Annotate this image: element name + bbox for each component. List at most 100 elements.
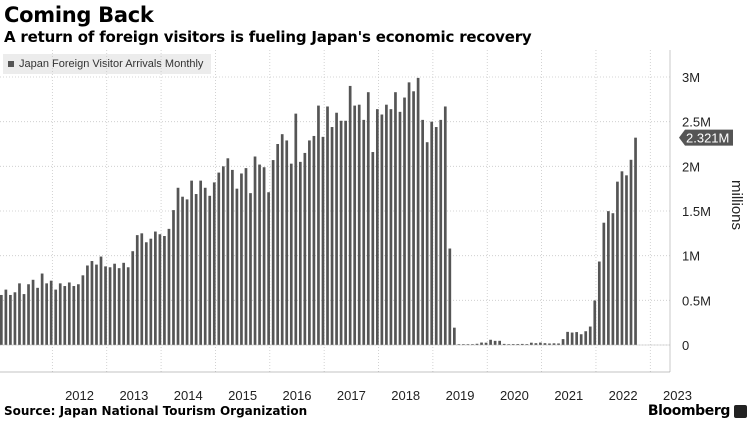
bar [607,211,610,345]
bar [570,332,574,345]
bar [457,344,461,345]
bar [448,248,452,345]
bar [271,160,275,345]
bar [520,343,524,345]
bar [602,222,606,345]
bar [81,275,85,345]
bar [212,182,216,345]
bar [158,234,162,345]
bar [430,121,434,345]
bar [489,339,492,345]
bar [620,171,624,345]
bar [534,343,538,345]
y-tick-label: 0 [682,338,689,353]
bar [348,85,352,346]
chart-title: Coming Back [4,3,154,27]
bar [380,114,384,346]
y-tick-label: 1.5M [682,204,711,219]
bar [443,106,447,345]
bar [140,233,144,345]
bar [203,187,207,345]
bar [54,289,58,345]
bar [176,187,180,345]
bar [471,344,474,345]
bar [611,213,615,345]
bar [543,343,547,345]
bar [181,196,184,345]
bar [49,280,53,345]
bar [31,279,35,345]
bar [154,231,157,345]
bar [172,210,175,345]
bar [90,261,94,345]
bar [344,120,347,346]
x-tick-label: 2012 [65,388,94,403]
bar [375,109,379,345]
bar [385,104,388,345]
bar [199,180,203,345]
bar [412,91,415,345]
x-tick-label: 2014 [174,388,203,403]
bar [539,342,542,345]
bar [357,104,361,345]
bar [625,175,628,345]
brand-logo: Bloomberg [647,403,731,419]
bar [298,161,302,345]
bar [493,340,497,345]
x-tick-label: 2016 [283,388,312,403]
brand-icon [734,405,747,418]
bar [40,273,44,345]
bar [240,173,243,345]
bar [135,235,139,345]
bar [144,242,148,345]
bar [217,172,221,345]
bar [167,228,171,345]
bar [13,292,17,345]
bar [117,268,121,345]
x-tick-label: 2017 [337,388,366,403]
bar [22,294,26,345]
bar [9,294,12,345]
bar [294,113,298,345]
legend: Japan Foreign Visitor Arrivals Monthly [3,54,212,74]
bar [18,283,21,345]
x-tick-label: 2022 [609,388,638,403]
bar [0,294,3,345]
bar [312,135,316,345]
bar [58,283,62,345]
bar [552,343,556,345]
y-tick-label: 2M [682,159,700,174]
bar [421,119,424,345]
x-tick-label: 2023 [663,388,692,403]
bar [285,140,289,345]
bar [561,339,565,345]
y-axis-label: millions [728,180,745,230]
bar [77,284,80,345]
bar [530,342,533,345]
y-tick-label: 0.5M [682,293,711,308]
bar [434,127,438,345]
bar [507,344,511,345]
bar [226,158,230,345]
bar [249,193,252,345]
bar [557,343,560,345]
bar [36,287,39,345]
bar [262,167,266,345]
chart-subtitle: A return of foreign visitors is fueling … [4,28,532,46]
bar [280,134,284,345]
bar [317,105,320,345]
bar [149,238,153,345]
bar [27,284,30,345]
x-tick-label: 2015 [228,388,257,403]
bar [208,195,212,345]
bar [616,181,619,345]
bar [321,136,325,345]
bar [425,142,429,345]
bar [516,344,520,345]
bar [371,152,375,345]
bar [231,169,234,345]
y-tick-label: 1M [682,249,700,264]
bar [4,289,8,345]
last-value-callout [679,129,733,146]
bar [335,112,338,345]
